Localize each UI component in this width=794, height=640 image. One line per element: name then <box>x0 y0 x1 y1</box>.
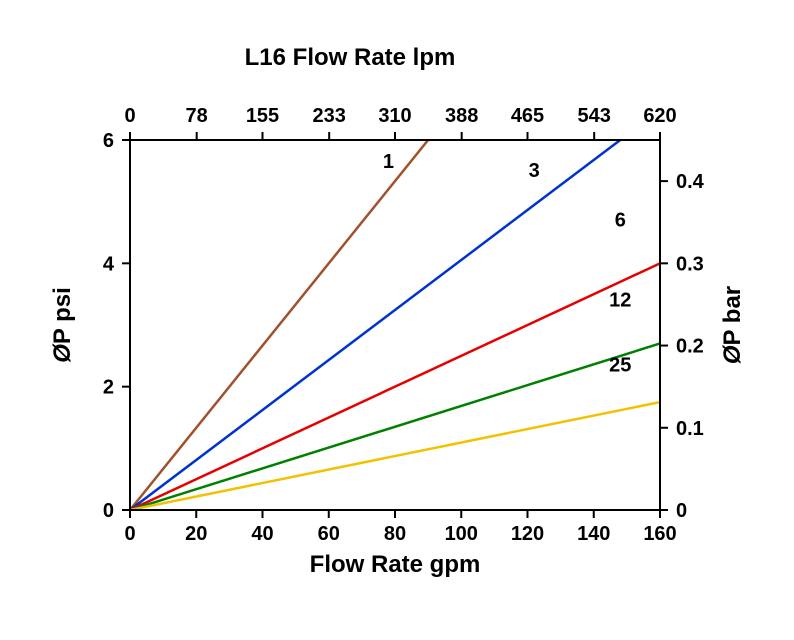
svg-text:0: 0 <box>124 523 135 545</box>
svg-text:120: 120 <box>511 523 544 545</box>
svg-text:4: 4 <box>103 253 115 275</box>
svg-text:0.1: 0.1 <box>676 418 704 440</box>
series-label-3: 3 <box>529 160 540 182</box>
series-label-12: 12 <box>609 290 631 312</box>
svg-text:543: 543 <box>577 105 610 127</box>
svg-text:465: 465 <box>511 105 544 127</box>
y-axis-right-title: ØP bar <box>719 286 746 364</box>
svg-text:140: 140 <box>577 523 610 545</box>
svg-text:80: 80 <box>384 523 406 545</box>
svg-text:0.2: 0.2 <box>676 336 704 358</box>
series-label-1: 1 <box>383 151 394 173</box>
svg-text:388: 388 <box>445 105 478 127</box>
svg-text:2: 2 <box>103 377 114 399</box>
svg-text:155: 155 <box>246 105 279 127</box>
series-label-6: 6 <box>615 209 626 231</box>
svg-text:310: 310 <box>378 105 411 127</box>
x-axis-top-title: L16 Flow Rate lpm <box>245 44 456 71</box>
svg-text:160: 160 <box>643 523 676 545</box>
pressure-flow-chart: 020406080100120140160Flow Rate gpm078155… <box>0 0 794 640</box>
svg-text:0: 0 <box>103 500 114 522</box>
svg-text:6: 6 <box>103 130 114 152</box>
svg-text:620: 620 <box>643 105 676 127</box>
svg-text:78: 78 <box>186 105 208 127</box>
svg-text:233: 233 <box>312 105 345 127</box>
chart-container: 020406080100120140160Flow Rate gpm078155… <box>0 0 794 640</box>
series-label-25: 25 <box>609 354 631 376</box>
svg-text:60: 60 <box>318 523 340 545</box>
svg-text:0.4: 0.4 <box>676 171 705 193</box>
svg-text:100: 100 <box>445 523 478 545</box>
x-axis-bottom-title: Flow Rate gpm <box>310 551 481 578</box>
svg-text:0: 0 <box>676 500 687 522</box>
svg-text:40: 40 <box>251 523 273 545</box>
svg-text:0: 0 <box>124 105 135 127</box>
y-axis-left-title: ØP psi <box>49 287 76 363</box>
svg-text:0.3: 0.3 <box>676 253 704 275</box>
svg-text:20: 20 <box>185 523 207 545</box>
